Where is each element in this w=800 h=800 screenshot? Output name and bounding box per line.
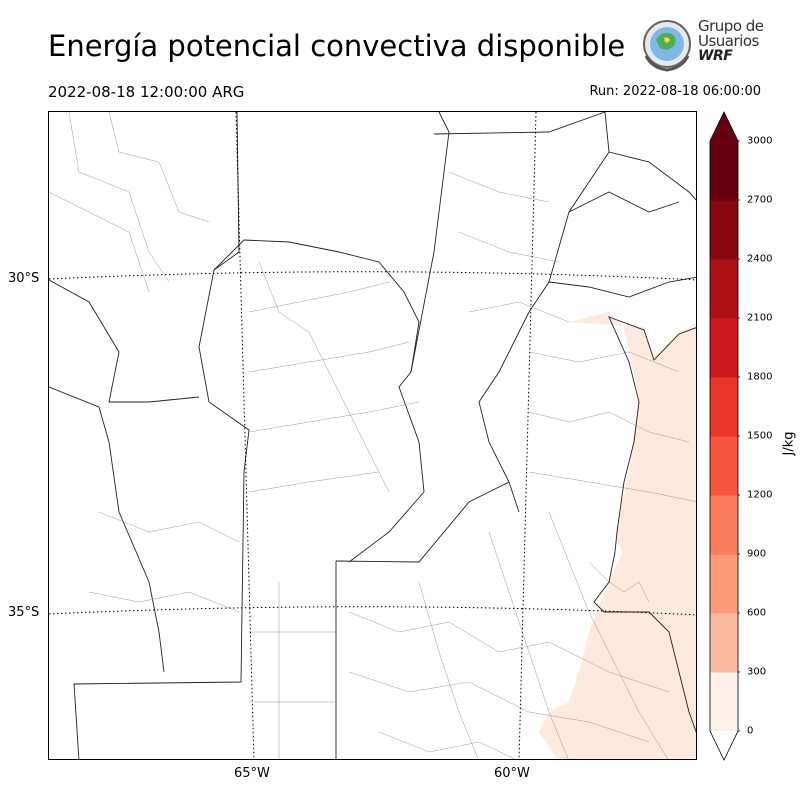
colorbar-tick-label: 0 <box>747 725 754 737</box>
grupo-usuarios-wrf-logo: Grupo de Usuarios WRF <box>638 18 768 72</box>
colorbar-segment <box>710 672 738 732</box>
colorbar-segment <box>710 318 738 378</box>
colorbar-extend-under <box>710 731 738 760</box>
valid-time: 2022-08-18 12:00:00 ARG <box>48 83 245 101</box>
colorbar-tick-label: 600 <box>747 607 767 619</box>
colorbar-tick-label: 1200 <box>747 489 773 501</box>
page-title: Energía potencial convectiva disponible <box>48 29 626 63</box>
map-canvas <box>49 112 696 759</box>
colorbar-tick-label: 1800 <box>747 371 773 383</box>
lat-label-30s: 30°S <box>8 271 40 286</box>
colorbar-tick-label: 2700 <box>747 194 773 206</box>
graticule <box>49 112 696 759</box>
map-panel <box>48 111 697 760</box>
colorbar-segment <box>710 613 738 673</box>
colorbar-segment <box>710 141 738 201</box>
colorbar-segment <box>710 554 738 614</box>
colorbar-unit: J/kg <box>781 431 797 456</box>
lon-label-65w: 65°W <box>234 766 270 781</box>
colorbar-tick-label: 2400 <box>747 253 773 265</box>
colorbar-segment <box>710 495 738 555</box>
colorbar-segment <box>710 259 738 319</box>
colorbar-tick-label: 3000 <box>747 135 773 147</box>
coastline <box>593 316 696 733</box>
colorbar-segment <box>710 377 738 437</box>
colorbar-segment <box>710 200 738 260</box>
department-borders <box>49 112 696 759</box>
globe-seal-icon <box>643 20 691 72</box>
colorbar-segment <box>710 436 738 496</box>
colorbar-tick-label: 2100 <box>747 312 773 324</box>
colorbar-tick-label: 900 <box>747 548 767 560</box>
run-time: Run: 2022-08-18 06:00:00 <box>589 84 761 99</box>
colorbar-tick-label: 1500 <box>747 430 773 442</box>
logo-text: Grupo de Usuarios WRF <box>698 17 764 64</box>
colorbar-tick-label: 300 <box>747 666 767 678</box>
lon-label-60w: 60°W <box>494 766 530 781</box>
province-borders <box>49 112 696 759</box>
colorbar <box>709 111 740 761</box>
cape-shading <box>539 312 696 759</box>
colorbar-extend-over <box>710 112 738 141</box>
lat-label-35s: 35°S <box>8 605 40 620</box>
